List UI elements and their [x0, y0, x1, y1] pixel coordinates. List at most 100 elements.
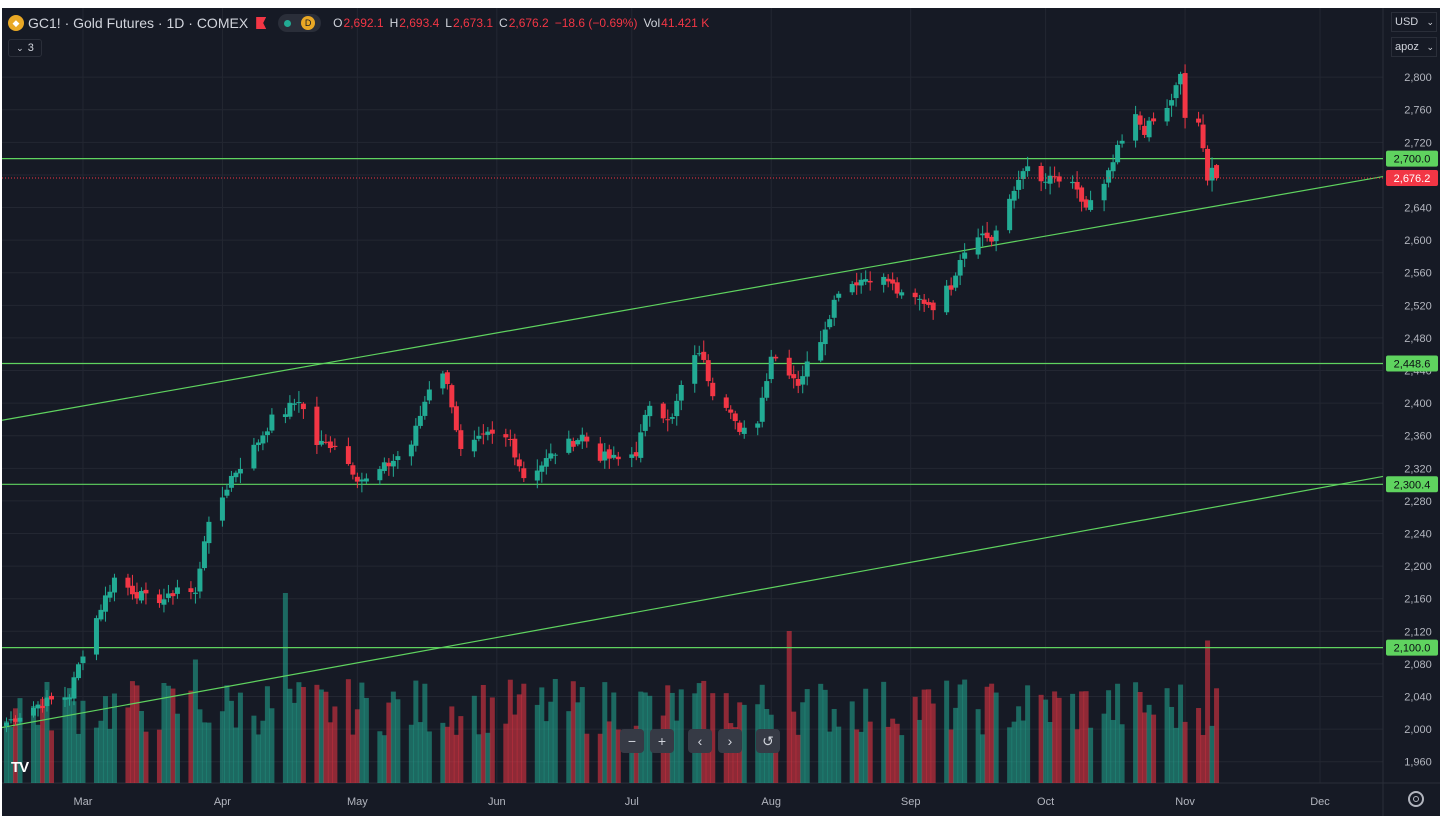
price-tick-label: 2,160: [1404, 594, 1432, 606]
volume-bar: [1182, 721, 1188, 783]
volume-bar: [224, 685, 230, 783]
candle-body: [953, 275, 959, 288]
candle-body: [1110, 162, 1116, 172]
candle-body: [674, 400, 680, 417]
volume-bar: [773, 730, 779, 783]
zoom-in-button[interactable]: +: [650, 729, 674, 753]
volume-bar: [35, 724, 41, 783]
candle-body: [75, 664, 81, 679]
red-flag-icon[interactable]: [256, 17, 267, 29]
candle-body: [993, 230, 999, 242]
scroll-right-button[interactable]: ›: [718, 729, 742, 753]
candle-body: [660, 403, 666, 419]
volume-bar: [1007, 727, 1013, 783]
candle-body: [647, 405, 653, 417]
price-tick-label: 2,000: [1404, 724, 1432, 736]
candle-body: [417, 415, 423, 426]
volume-bar: [710, 693, 716, 783]
price-tick-label: 1,960: [1404, 757, 1432, 769]
volume-bar: [1209, 725, 1215, 783]
volume-bar: [516, 694, 522, 783]
candle-body: [1209, 167, 1215, 181]
volume-bar: [17, 698, 23, 783]
reset-chart-button[interactable]: ↺: [756, 729, 780, 753]
candle-body: [854, 282, 860, 286]
candle-body: [323, 441, 329, 443]
candle-body: [579, 434, 585, 442]
volume-bar: [629, 734, 635, 783]
candle-body: [638, 432, 644, 458]
volume-bar: [143, 731, 149, 783]
volume-bar: [174, 713, 180, 783]
candle-body: [548, 453, 554, 459]
volume-bar: [647, 695, 653, 783]
symbol-header[interactable]: ◆ GC1! · Gold Futures · 1D · COMEX D O2,…: [8, 14, 715, 32]
settings-gear-icon[interactable]: [1408, 791, 1424, 807]
candle-body: [395, 456, 401, 461]
candle-body: [170, 593, 176, 597]
volume-bar: [30, 706, 36, 783]
volume-bar: [512, 714, 518, 783]
candle-body: [894, 282, 900, 294]
candle-body: [800, 376, 806, 385]
volume-bar: [323, 691, 329, 783]
candle-body: [786, 357, 792, 376]
indicators-count: 3: [27, 42, 34, 54]
volume-bar: [201, 722, 207, 783]
candle-body: [386, 462, 392, 467]
candle-body: [642, 414, 648, 431]
volume-bar: [606, 721, 612, 783]
volume-bar: [192, 659, 198, 783]
candle-body: [219, 497, 225, 521]
close-value: C2,676.2: [499, 16, 549, 30]
candle-body: [1200, 124, 1206, 149]
volume-bar: [926, 689, 932, 783]
scroll-left-button[interactable]: ‹: [688, 729, 712, 753]
volume-bar: [453, 734, 459, 783]
volume-bar: [413, 680, 419, 783]
volume-bar: [458, 716, 464, 783]
candle-body: [1043, 181, 1049, 183]
volume-bar: [570, 681, 576, 783]
volume-bar: [287, 688, 293, 783]
volume-bar: [611, 692, 617, 783]
volume-bar: [80, 700, 86, 783]
tradingview-logo[interactable]: TV: [11, 759, 29, 776]
volume-bar: [359, 682, 365, 783]
price-change: −18.6 (−0.69%): [554, 16, 638, 30]
level-price-tag: [1386, 476, 1438, 493]
volume-bar: [1052, 691, 1058, 783]
volume-bar: [206, 722, 212, 783]
volume-bar: [188, 690, 194, 783]
volume-bar: [962, 679, 968, 783]
candle-body: [192, 592, 198, 594]
unit-label: apoz: [1395, 41, 1419, 53]
chart-frame: 1,960 2,000 2,040 2,080 2,120 2,160 2,200 2,240…: [2, 8, 1440, 816]
zoom-out-button[interactable]: −: [620, 729, 644, 753]
volume-bar: [1115, 683, 1121, 783]
volume-bar: [602, 682, 608, 783]
candle-body: [206, 521, 212, 544]
volume-bar: [552, 678, 558, 783]
candlestick-chart[interactable]: 1,960 2,000 2,040 2,080 2,120 2,160 2,200 2,240…: [2, 8, 1440, 816]
candle-body: [359, 479, 365, 482]
volume-bar: [377, 731, 383, 783]
market-status-pill[interactable]: D: [278, 14, 322, 32]
volume-bar: [858, 731, 864, 783]
currency-select[interactable]: USD ⌄: [1391, 12, 1437, 32]
candle-body: [1079, 187, 1085, 202]
time-tick-label: Sep: [901, 796, 921, 808]
candle-body: [129, 585, 135, 595]
volume-bar: [93, 727, 99, 783]
volume-bar: [480, 684, 486, 783]
indicators-toggle[interactable]: ⌄ 3: [8, 39, 42, 57]
volume-bar: [233, 727, 239, 783]
unit-select[interactable]: apoz ⌄: [1391, 37, 1437, 57]
symbol-title[interactable]: GC1! · Gold Futures · 1D · COMEX: [28, 15, 249, 31]
candle-body: [534, 470, 540, 481]
volume-bar: [395, 699, 401, 783]
candle-body: [30, 707, 36, 716]
volume-bar: [75, 733, 81, 783]
volume-bar: [440, 722, 446, 783]
candle-body: [957, 260, 963, 276]
